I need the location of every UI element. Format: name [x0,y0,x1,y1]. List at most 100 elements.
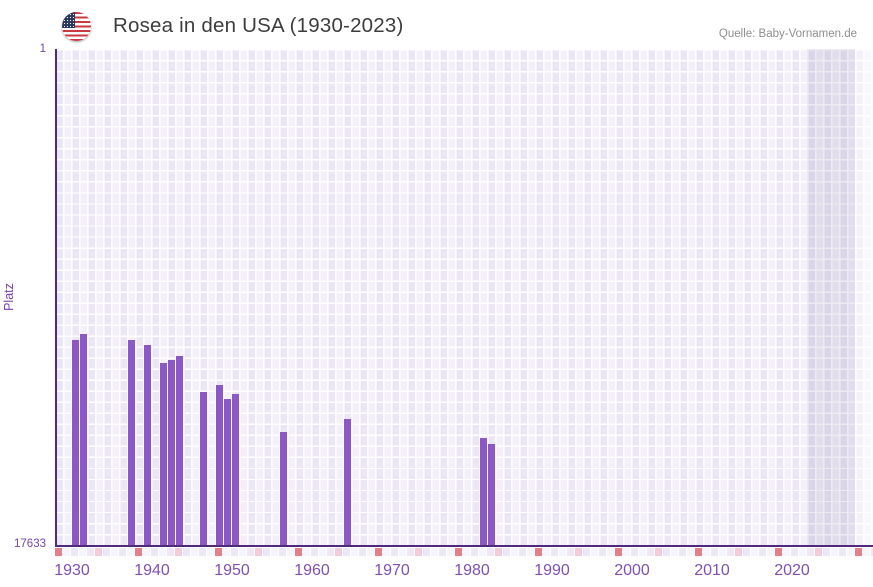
x-tick-1990: 1990 [534,562,570,579]
year-marker-1982 [471,547,478,556]
bar-1984[interactable] [488,443,495,546]
bar-1950[interactable] [216,384,223,546]
bar-1933[interactable] [80,334,87,546]
year-marker-1985 [495,547,502,556]
year-marker-1948 [199,547,206,556]
year-marker-1978 [439,547,446,556]
year-marker-1965 [335,547,342,556]
y-axis-line [55,49,57,547]
x-tick-1970: 1970 [374,562,410,579]
x-tick-2010: 2010 [694,562,730,579]
year-marker-2006 [663,547,670,556]
usa-flag-canton [62,12,75,28]
year-marker-1989 [527,547,534,556]
year-marker-1979 [447,547,454,556]
bar-1966[interactable] [344,419,351,546]
year-marker-2022 [791,547,798,556]
bar-1944[interactable] [168,359,175,546]
year-marker-2021 [783,547,790,556]
year-marker-1947 [191,547,198,556]
year-marker-1934 [87,547,94,556]
year-marker-1983 [479,547,486,556]
year-marker-1973 [399,547,406,556]
year-marker-1930 [55,547,62,556]
year-marker-1988 [519,547,526,556]
year-marker-2004 [647,547,654,556]
year-marker-2008 [679,547,686,556]
year-marker-2024 [807,547,814,556]
bar-1951[interactable] [224,398,231,546]
year-marker-1945 [175,547,182,556]
year-marker-1994 [567,547,574,556]
bar-1941[interactable] [144,344,151,546]
year-marker-2013 [719,547,726,556]
year-marker-1939 [127,547,134,556]
year-marker-2025 [815,547,822,556]
year-marker-1933 [79,547,86,556]
x-tick-1960: 1960 [294,562,330,579]
year-marker-1995 [575,547,582,556]
year-marker-2009 [687,547,694,556]
year-marker-1967 [351,547,358,556]
source-attribution: Quelle: Baby-Vornamen.de [718,28,857,40]
year-marker-1962 [311,547,318,556]
year-marker-1971 [383,547,390,556]
year-marker-2001 [623,547,630,556]
usa-flag-icon [62,12,91,41]
year-marker-2012 [711,547,718,556]
bar-1939[interactable] [128,340,135,546]
year-marker-1953 [239,547,246,556]
year-marker-1968 [359,547,366,556]
year-marker-1990 [535,547,542,556]
year-marker-1959 [287,547,294,556]
x-tick-2000: 2000 [614,562,650,579]
year-marker-1963 [319,547,326,556]
year-marker-1950 [215,547,222,556]
year-marker-2015 [735,547,742,556]
year-marker-1954 [247,547,254,556]
x-axis-line [55,545,873,547]
plot-edge-band [855,49,873,546]
bar-1952[interactable] [232,394,239,546]
year-marker-1999 [607,547,614,556]
x-tick-1980: 1980 [454,562,490,579]
year-marker-1956 [263,547,270,556]
year-marker-1997 [591,547,598,556]
year-marker-1958 [279,547,286,556]
year-marker-1966 [343,547,350,556]
bar-1958[interactable] [280,432,287,546]
year-marker-2002 [631,547,638,556]
year-marker-1946 [183,547,190,556]
year-marker-2005 [655,547,662,556]
year-marker-2014 [727,547,734,556]
bar-1983[interactable] [480,437,487,546]
year-marker-1976 [423,547,430,556]
year-marker-1949 [207,547,214,556]
bar-1943[interactable] [160,362,167,546]
year-marker-1941 [143,547,150,556]
future-years-band [807,49,855,546]
year-marker-1961 [303,547,310,556]
year-marker-1991 [543,547,550,556]
bar-1945[interactable] [176,355,183,546]
year-marker-1942 [151,547,158,556]
year-marker-1992 [551,547,558,556]
year-marker-1980 [455,547,462,556]
y-tick-top: 1 [39,43,46,55]
x-tick-1950: 1950 [214,562,250,579]
y-tick-bottom: 17633 [14,538,46,550]
year-marker-2031 [863,547,870,556]
year-marker-2003 [639,547,646,556]
year-marker-1960 [295,547,302,556]
year-marker-1952 [231,547,238,556]
bar-1932[interactable] [72,339,79,546]
bar-1948[interactable] [200,391,207,546]
year-marker-2011 [703,547,710,556]
year-marker-1987 [511,547,518,556]
year-marker-1936 [103,547,110,556]
x-tick-2020: 2020 [774,562,810,579]
year-marker-1951 [223,547,230,556]
year-marker-2030 [855,547,862,556]
year-marker-1977 [431,547,438,556]
